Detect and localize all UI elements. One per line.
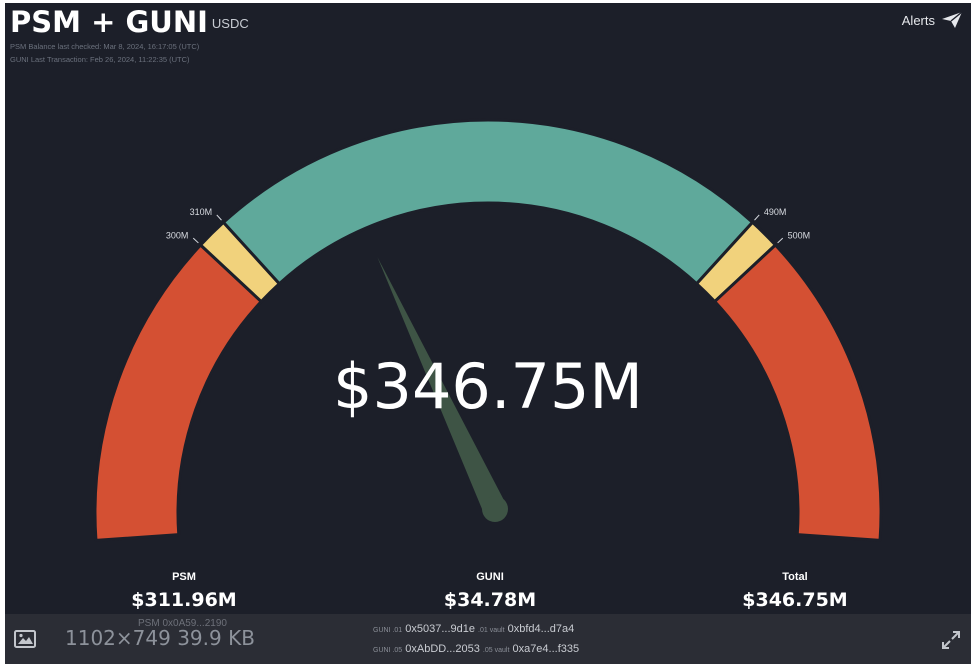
psm-stat: PSM $311.96M (84, 571, 284, 611)
title-row: PSM + GUNI USDC (10, 5, 249, 39)
tick-label-500m: 500M (788, 230, 811, 240)
psm-stat-label: PSM (172, 571, 196, 583)
paper-plane-icon (941, 11, 963, 29)
guni-row-label: GUNI .01 (373, 627, 403, 634)
guni-stat-value: $34.78M (443, 589, 537, 611)
gauge-tick (216, 214, 222, 221)
guni-stat-label: GUNI (476, 571, 504, 583)
psm-address-value: 0x0A59...2190 (162, 618, 227, 629)
dashboard-panel: PSM + GUNI USDC PSM Balance last checked:… (5, 3, 971, 664)
gauge-needle-cap (482, 496, 508, 522)
psm-address[interactable]: PSM 0x0A59...2190 (138, 618, 227, 629)
total-stat-value: $346.75M (742, 589, 848, 611)
guni-row-vault-address[interactable]: 0xbfd4...d7a4 (507, 623, 575, 635)
alerts-label: Alerts (901, 12, 935, 28)
gauge-center-value: $346.75M (333, 350, 643, 423)
unit-label: USDC (211, 16, 249, 31)
guni-row-vault-label: .05 vault (482, 647, 510, 654)
guni-row-address[interactable]: 0xAbDD...2053 (405, 643, 480, 655)
gauge-bands (93, 118, 883, 542)
psm-stat-value: $311.96M (131, 589, 237, 611)
gauge-band-danger-low (93, 243, 263, 542)
gauge-needle (377, 257, 506, 515)
alerts-button[interactable]: Alerts (902, 11, 963, 29)
tick-label-490m: 490M (764, 207, 787, 217)
guni-address-list: GUNI .01 0x5037...9d1e .01 vault 0xbfd4.… (373, 620, 579, 660)
guni-row-vault-label: .01 vault (478, 627, 505, 634)
gauge-chart: $346.75M 310M 300M 490M 500M (93, 118, 883, 542)
image-dimensions: 1102×749 39.9 KB (65, 626, 255, 650)
image-icon[interactable] (14, 630, 36, 653)
guni-row-label: GUNI .05 (373, 647, 403, 654)
guni-address-row: GUNI .05 0xAbDD...2053 .05 vault 0xa7e4.… (373, 640, 579, 660)
psm-checked-text: PSM Balance last checked: Mar 8, 2024, 1… (10, 42, 200, 51)
total-stat-label: Total (782, 571, 808, 583)
guni-row-vault-address[interactable]: 0xa7e4...f335 (512, 643, 580, 655)
guni-stat: GUNI $34.78M (390, 571, 590, 611)
tick-label-310m: 310M (190, 207, 213, 217)
gauge-tick (777, 237, 784, 244)
guni-row-address[interactable]: 0x5037...9d1e (405, 623, 475, 635)
gauge-band-ok (222, 118, 754, 286)
page-title: PSM + GUNI (10, 5, 208, 39)
gauge-tick (192, 237, 199, 244)
image-viewer-bar: PSM 0x0A59...2190 1102×749 39.9 KB GUNI … (5, 614, 971, 664)
gauge-band-danger-high (713, 243, 883, 542)
total-stat: Total $346.75M (695, 571, 895, 611)
psm-address-label: PSM (138, 618, 160, 629)
expand-icon[interactable] (941, 630, 961, 655)
gauge-ticks (192, 214, 784, 244)
tick-label-300m: 300M (166, 230, 189, 240)
gauge-tick (754, 214, 760, 221)
guni-address-row: GUNI .01 0x5037...9d1e .01 vault 0xbfd4.… (373, 620, 579, 640)
guni-last-tx-text: GUNI Last Transaction: Feb 26, 2024, 11:… (10, 55, 190, 64)
